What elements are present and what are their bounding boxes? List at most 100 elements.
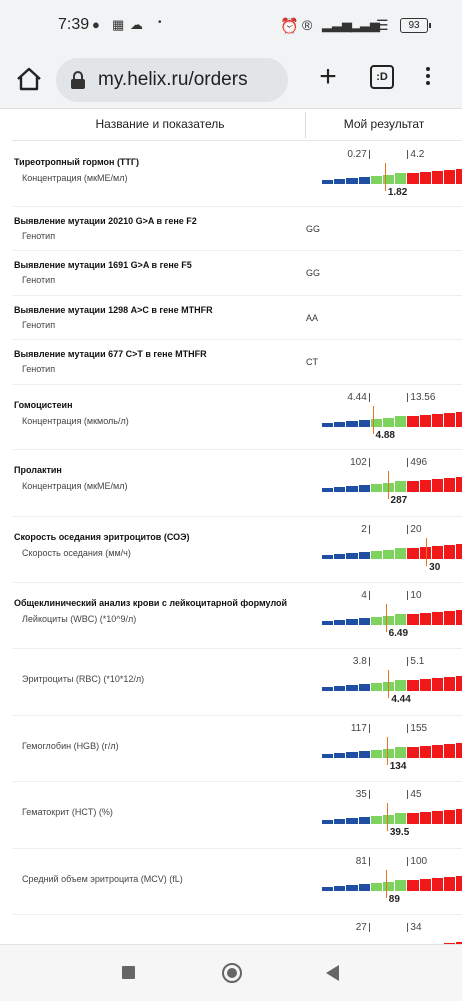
gauge-segment: [444, 545, 456, 559]
table-row[interactable]: Выявление мутации 1298 A>C в гене MTHFR Г…: [12, 295, 462, 340]
range-high-label: 45: [410, 789, 422, 800]
new-tab-icon[interactable]: +: [319, 60, 337, 93]
gauge-segment: [334, 819, 346, 824]
table-row[interactable]: Тиреотропный гормон (ТТГ) Концентрация (м…: [12, 141, 462, 207]
gauge-segment: [431, 745, 443, 758]
gauge-segment: [383, 549, 395, 559]
gauge-segment: [407, 880, 419, 891]
gauge-segment: [358, 618, 370, 625]
range-high-tick: [407, 393, 409, 402]
row-subtitle: Эритроциты (RBC) (*10*12/л): [22, 674, 145, 684]
gauge-segment: [346, 553, 358, 559]
gauge-segment: [370, 551, 382, 559]
lock-icon[interactable]: [70, 71, 86, 89]
gauge-segment: [444, 170, 456, 184]
result-value: 134: [389, 761, 407, 772]
wifi-icon: ☰: [376, 17, 389, 33]
gauge-segment: [419, 679, 431, 691]
gauge-segment: [407, 813, 419, 824]
range-gauge: 4.44 13.56 4.88: [320, 384, 462, 444]
status-time: 7:39: [58, 16, 90, 33]
gauge-segment: [431, 678, 443, 691]
range-high-tick: [407, 790, 409, 799]
genotype-value: GG: [306, 224, 321, 234]
range-low-label: 27: [355, 922, 367, 933]
genotype-value: AA: [306, 313, 319, 323]
row-title: Пролактин: [14, 465, 62, 475]
recents-icon[interactable]: [122, 966, 135, 979]
row-title: Гомоцистеин: [14, 400, 73, 410]
table-row[interactable]: Средний объем эритроцита (MCV) (fL) 81 100…: [12, 848, 462, 915]
table-row[interactable]: Выявление мутации 20210 G>A в гене F2 Ген…: [12, 206, 462, 251]
gauge-segment: [395, 680, 407, 691]
value-marker: [386, 803, 388, 831]
value-marker: [385, 604, 387, 632]
range-gauge: 102 496 287: [320, 449, 462, 509]
tab-switcher-button[interactable]: :D: [370, 65, 394, 89]
gauge-segment: [395, 747, 407, 758]
gauge-segment: [444, 877, 456, 891]
range-low-label: 102: [350, 457, 367, 468]
genotype-value: GG: [306, 268, 321, 278]
gauge-segment: [346, 421, 358, 427]
gauge-segment: [370, 176, 382, 184]
gauge-segment: [456, 676, 462, 691]
result-value: 39.5: [389, 827, 410, 838]
gauge-segment: [419, 812, 431, 824]
gauge-segment: [358, 485, 370, 492]
range-high-tick: [407, 724, 409, 733]
table-row[interactable]: Скорость оседания эритроцитов (СОЭ) Скоро…: [12, 516, 462, 583]
registered-icon: ®: [302, 17, 313, 33]
result-value: 4.88: [375, 430, 395, 441]
row-title: Выявление мутации 677 C>T в гене MTHFR: [14, 349, 207, 359]
cloud-icon: ☁: [130, 17, 143, 32]
row-subtitle: Генотип: [22, 231, 56, 241]
gauge-segment: [358, 420, 370, 427]
address-bar[interactable]: my.helix.ru/orders: [56, 58, 288, 102]
gauge-segment: [322, 820, 334, 824]
table-row[interactable]: Гематокрит (HCT) (%) 35 45 39.5: [12, 781, 462, 849]
table-row[interactable]: Общеклинический анализ крови с лейкоцита…: [12, 582, 462, 649]
gauge-segment: [346, 619, 358, 625]
back-icon[interactable]: [326, 965, 339, 981]
gauge-segment: [431, 612, 443, 625]
more-menu-icon[interactable]: [420, 64, 436, 94]
range-high-label: 5.1: [410, 656, 425, 667]
gauge-segment: [346, 818, 358, 824]
range-low-label: 2: [361, 524, 367, 535]
gauge-segment: [383, 748, 395, 758]
range-high-tick: [407, 923, 409, 932]
gauge-segment: [346, 685, 358, 691]
gauge-segment: [419, 547, 431, 559]
gauge-segment: [431, 811, 443, 824]
gauge-segment: [431, 171, 443, 184]
gauge-segment: [444, 677, 456, 691]
table-row[interactable]: Эритроциты (RBC) (*10*12/л) 3.8 5.1 4.44: [12, 648, 462, 716]
table-row[interactable]: Выявление мутации 1691 G>A в гене F5 Гено…: [12, 250, 462, 296]
result-value: 287: [390, 495, 408, 506]
home-nav-icon[interactable]: [222, 963, 242, 983]
gauge-segment: [456, 412, 462, 427]
header-divider: [305, 112, 306, 138]
row-title: Выявление мутации 1298 A>C в гене MTHFR: [14, 305, 213, 315]
row-subtitle: Гематокрит (HCT) (%): [22, 807, 113, 817]
gauge-segment: [456, 809, 462, 824]
range-high-tick: [407, 150, 409, 159]
range-high-tick: [407, 525, 409, 534]
gauge-segment: [431, 479, 443, 492]
range-low-label: 0.27: [347, 149, 367, 160]
table-row[interactable]: Пролактин Концентрация (мкМЕ/мл) 102 496 287: [12, 449, 462, 517]
table-row[interactable]: Гемоглобин (HGB) (г/л) 117 155 134: [12, 715, 462, 782]
value-marker: [384, 163, 386, 191]
table-row[interactable]: Гомоцистеин Концентрация (мкмоль/л) 4.44 13…: [12, 384, 462, 450]
system-nav-bar: [0, 944, 462, 1001]
range-high-tick: [407, 458, 409, 467]
gauge-segment: [456, 477, 462, 492]
gauge-segment: [395, 481, 407, 492]
gauge-segment: [407, 680, 419, 691]
home-icon[interactable]: [14, 64, 44, 94]
gauge-segment: [444, 611, 456, 625]
table-row[interactable]: Выявление мутации 677 C>T в гене MTHFR Ге…: [12, 339, 462, 385]
url-text[interactable]: my.helix.ru/orders: [98, 69, 248, 90]
gauge-segment: [444, 478, 456, 492]
